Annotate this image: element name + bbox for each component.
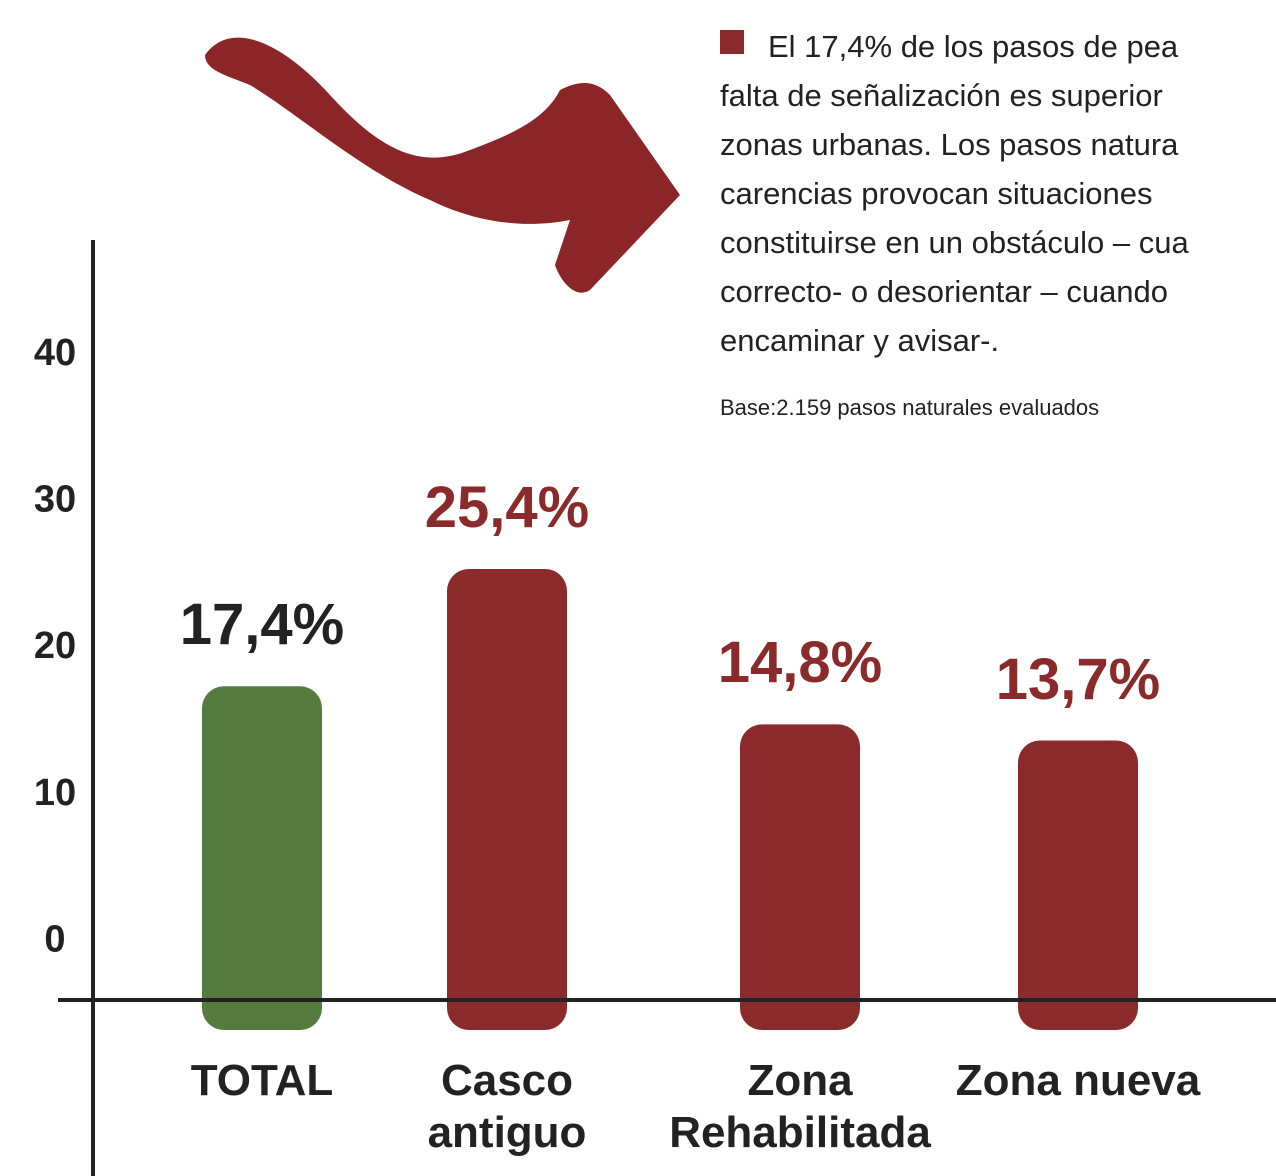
base-note: Base:2.159 pasos naturales evaluados [720, 395, 1100, 420]
annotation-line: correcto- o desorientar – cuando [720, 274, 1169, 309]
annotation-line: constituirse en un obstáculo – cua [720, 225, 1189, 260]
x-tick-label: Casco antiguo [427, 1056, 587, 1157]
x-tick-label: TOTAL [190, 1056, 334, 1105]
value-label: 25,4% [424, 474, 590, 540]
y-tick-label: 0 [44, 918, 65, 960]
annotation: El 17,4% de los pasos de pea falta de se… [720, 22, 1189, 432]
annotation-line: falta de señalización es superior [720, 78, 1163, 113]
value-label: 17,4% [179, 592, 345, 658]
bar [447, 568, 567, 1030]
y-tick-label: 20 [34, 625, 76, 667]
bar [740, 724, 860, 1030]
value-label: 13,7% [995, 646, 1161, 712]
x-tick-label: Zona nueva [955, 1056, 1201, 1105]
y-tick-label: 40 [34, 332, 76, 374]
y-tick-label: 30 [34, 479, 76, 521]
bar [202, 686, 322, 1030]
arrow-decoration [205, 37, 680, 293]
x-tick-label: Zona Rehabilitada [669, 1056, 931, 1157]
y-tick-label: 10 [34, 772, 76, 814]
bar [1018, 740, 1138, 1030]
value-label: 14,8% [717, 630, 883, 696]
bullet [720, 30, 744, 54]
annotation-line: encaminar y avisar-. [720, 323, 1000, 358]
annotation-line: carencias provocan situaciones [720, 176, 1153, 211]
annotation-line: El 17,4% de los pasos de pea [768, 29, 1179, 64]
annotation-line: zonas urbanas. Los pasos natura [720, 127, 1179, 162]
